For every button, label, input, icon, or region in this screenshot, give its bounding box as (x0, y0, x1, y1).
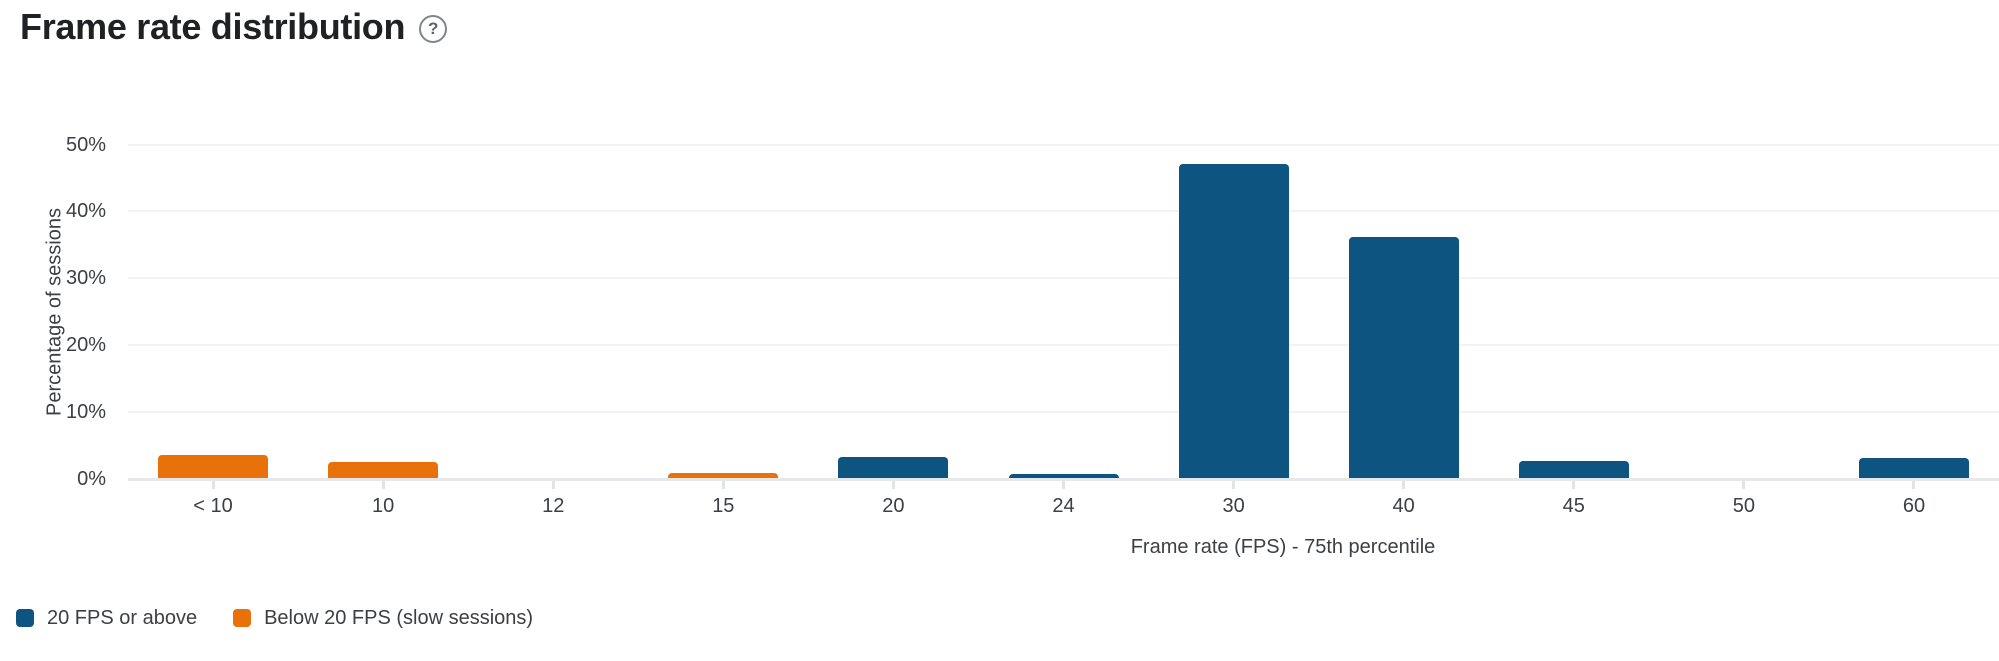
gridline-30pct (128, 277, 1999, 279)
x-tick-12 (551, 481, 555, 489)
gridline-50pct (128, 144, 1999, 146)
y-tick-label-40: 40% (65, 200, 106, 222)
bar-45 (1518, 461, 1629, 478)
x-tick-label-24: 24 (1052, 495, 1075, 517)
legend-label: 20 FPS or above (47, 606, 198, 629)
x-tick-label-50: 50 (1732, 495, 1755, 517)
y-tick-label-20: 20% (65, 334, 106, 356)
x-tick-40 (1402, 481, 1406, 489)
gridline-20pct (128, 344, 1999, 346)
x-tick-24 (1062, 481, 1065, 489)
y-tick-label-0: 0% (77, 468, 106, 490)
x-tick-label-10: < 10 (193, 495, 233, 517)
x-tick-label-40: 40 (1392, 495, 1415, 517)
x-tick-60 (1912, 481, 1916, 489)
bar-40 (1348, 237, 1459, 478)
gridline-40pct (128, 210, 1999, 212)
x-tick-15 (721, 481, 725, 489)
legend-item-below-20-fps-slow-sessions: Below 20 FPS (slow sessions) (233, 607, 533, 630)
x-tick-45 (1572, 481, 1576, 489)
legend-item-20-fps-or-above: 20 FPS or above (16, 607, 197, 630)
x-tick-label-45: 45 (1562, 495, 1585, 517)
bar-20 (838, 457, 949, 478)
x-tick-label-20: 20 (882, 495, 905, 517)
legend-swatch-below-20-fps-slow-sessions (233, 609, 252, 627)
x-tick-label-12: 12 (542, 495, 565, 517)
chart-legend: 20 FPS or above Below 20 FPS (slow sessio… (16, 604, 533, 632)
legend-swatch-20-fps-or-above (16, 609, 34, 627)
bar-10 (328, 462, 439, 478)
card-header: Frame rate distribution ? (20, 6, 448, 48)
legend-label: Below 20 FPS (slow sessions) (264, 606, 534, 629)
x-tick-30 (1232, 481, 1236, 489)
help-icon[interactable]: ? (419, 15, 448, 43)
x-tick-label-60: 60 (1902, 495, 1926, 517)
bar-24 (1008, 474, 1119, 478)
bar-60 (1858, 458, 1969, 478)
x-tick-label-10: 10 (372, 495, 395, 517)
y-tick-label-50: 50% (65, 134, 106, 156)
x-tick-label-30: 30 (1222, 495, 1245, 517)
x-tick-label-15: 15 (712, 495, 735, 517)
bar-30 (1178, 164, 1289, 478)
y-tick-label-10: 10% (65, 401, 106, 423)
x-tick-10 (381, 481, 385, 489)
y-tick-label-30: 30% (65, 267, 106, 289)
x-tick-10 (211, 481, 215, 489)
x-axis-title: Frame rate (FPS) - 75th percentile (1130, 536, 1436, 558)
gridline-10pct (128, 411, 1999, 413)
x-tick-50 (1742, 481, 1746, 489)
page-title: Frame rate distribution (20, 6, 406, 47)
bar-10 (158, 455, 269, 478)
bar-15 (668, 473, 779, 478)
x-axis-line (128, 478, 1999, 481)
x-tick-20 (891, 481, 895, 489)
